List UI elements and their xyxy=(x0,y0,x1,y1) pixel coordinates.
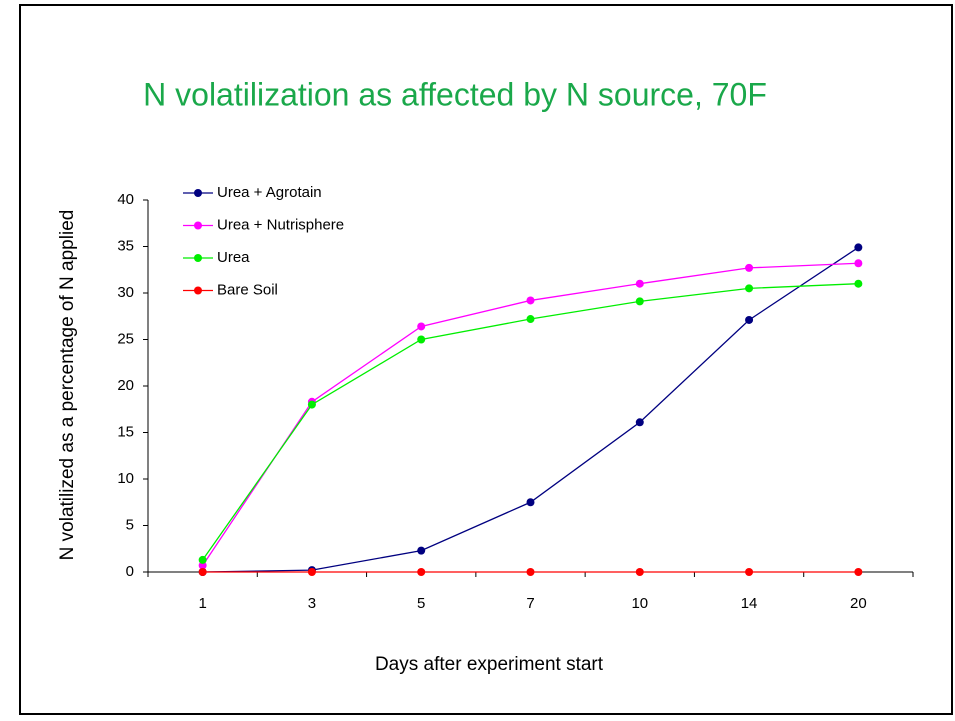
x-tick-label: 20 xyxy=(850,595,867,612)
x-tick-label: 7 xyxy=(526,595,534,612)
y-tick-label: 15 xyxy=(117,423,134,440)
y-tick-label: 20 xyxy=(117,377,134,394)
point xyxy=(745,568,754,576)
point xyxy=(635,279,644,288)
point xyxy=(854,279,863,288)
legend-label: Bare Soil xyxy=(217,281,278,298)
y-tick-label: 30 xyxy=(117,284,134,301)
point xyxy=(635,297,644,306)
point xyxy=(854,259,863,268)
legend-marker xyxy=(194,286,202,295)
legend-label: Urea xyxy=(217,249,250,266)
y-tick-label: 0 xyxy=(126,563,134,580)
point xyxy=(745,284,754,293)
y-tick-label: 5 xyxy=(126,516,134,533)
point xyxy=(745,263,754,272)
legend-marker xyxy=(194,189,202,197)
point xyxy=(198,568,207,576)
point xyxy=(854,568,863,576)
point xyxy=(635,418,644,427)
point xyxy=(526,296,535,305)
x-tick-label: 10 xyxy=(631,595,648,612)
series-line xyxy=(202,262,859,566)
slide-frame xyxy=(19,4,953,715)
point xyxy=(635,568,644,576)
series-line xyxy=(202,283,859,561)
point xyxy=(417,568,426,576)
legend-label: Urea + Nutrisphere xyxy=(217,216,344,233)
y-tick-label: 25 xyxy=(117,330,134,347)
x-tick-label: 3 xyxy=(308,595,316,612)
series-line xyxy=(202,246,859,573)
y-tick-label: 10 xyxy=(117,470,134,487)
legend-label: Urea + Agrotain xyxy=(217,184,322,201)
point xyxy=(307,400,316,409)
x-tick-label: 14 xyxy=(741,595,758,612)
legend-marker xyxy=(194,221,202,230)
x-tick-label: 5 xyxy=(417,595,425,612)
point xyxy=(307,568,316,576)
point xyxy=(417,335,426,344)
point xyxy=(526,315,535,324)
point xyxy=(417,322,426,331)
x-axis-label: Days after experiment start xyxy=(375,654,604,675)
x-tick-label: 1 xyxy=(198,595,206,612)
y-tick-label: 40 xyxy=(117,191,134,208)
point xyxy=(417,546,426,555)
point xyxy=(526,498,535,507)
chart-title: N volatilization as affected by N source… xyxy=(143,76,767,112)
y-tick-label: 35 xyxy=(117,237,134,254)
point xyxy=(745,315,754,324)
point xyxy=(198,561,207,570)
point xyxy=(198,555,207,564)
point xyxy=(526,568,535,576)
point xyxy=(854,243,863,252)
y-axis-label: N volatilized as a percentage of N appli… xyxy=(57,210,78,561)
legend-marker xyxy=(194,254,202,262)
